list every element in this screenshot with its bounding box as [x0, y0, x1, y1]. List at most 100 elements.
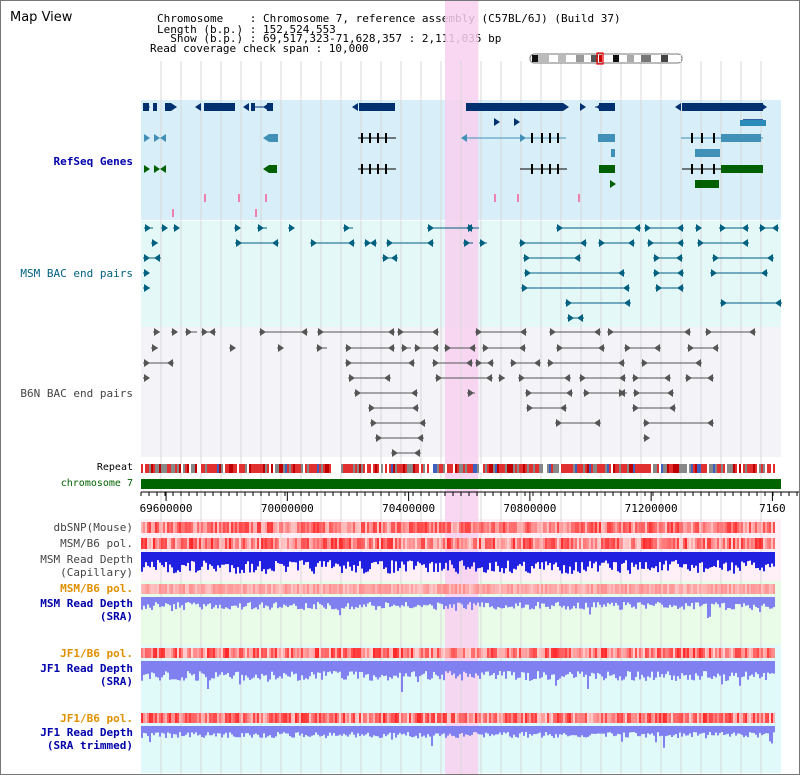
msm-b6-pol-heat-cell — [283, 538, 285, 549]
msm-bac-end-marker — [144, 284, 150, 292]
msm-b6-pol-heat-cell — [151, 538, 153, 549]
msm-b6-pol-sra-heat-cell — [511, 584, 513, 594]
track-label-msm-bac[interactable]: MSM BAC end pairs — [20, 267, 133, 280]
msm-b6-pol-heat-cell — [327, 538, 329, 549]
jf1-trim-depth-bar — [327, 726, 329, 736]
msm-capillary-depth-bar — [155, 552, 157, 570]
msm-capillary-depth-bar — [417, 552, 419, 562]
dbsnp-heat-cell — [213, 522, 215, 533]
repeat-segment — [709, 464, 711, 473]
jf1-b6-pol-heat-cell — [389, 648, 391, 658]
b6n-bac-end-marker — [445, 344, 451, 352]
msm-b6-pol-heat-cell — [687, 538, 689, 549]
jf1-trim-depth-bar — [657, 726, 659, 733]
jf1-b6-pol-trim-heat-cell — [697, 713, 699, 723]
msm-b6-pol-sra-heat-cell — [587, 584, 589, 594]
msm-b6-pol-sra-heat-cell — [679, 584, 681, 594]
repeat-segment — [323, 464, 325, 473]
dbsnp-heat-cell — [489, 522, 491, 533]
repeat-segment — [439, 464, 441, 473]
msm-b6-pol-sra-heat-cell — [595, 584, 597, 594]
jf1-b6-pol-heat-cell — [241, 648, 243, 658]
msm-b6-pol-heat-cell — [743, 538, 745, 549]
jf1-trim-depth-bar — [235, 726, 237, 738]
jf1-trim-depth-bar — [163, 726, 165, 734]
msm-capillary-depth-bar — [383, 552, 385, 569]
repeat-segment — [721, 464, 723, 473]
jf1-trim-depth-bar — [295, 726, 297, 733]
repeat-segment — [217, 464, 219, 473]
jf1-b6-pol-heat-cell — [441, 648, 443, 658]
repeat-segment — [277, 464, 279, 473]
msm-capillary-depth-bar — [649, 552, 651, 571]
jf1-trim-depth-bar — [687, 726, 689, 736]
msm-capillary-depth-bar — [483, 552, 485, 573]
msm-capillary-depth-bar — [161, 552, 163, 566]
msm-b6-pol-heat-cell — [205, 538, 207, 549]
jf1-sra-depth-bar — [403, 661, 405, 677]
msm-b6-pol-sra-heat-cell — [559, 584, 561, 594]
repeat-segment — [753, 464, 755, 473]
msm-capillary-depth-bar — [149, 552, 151, 568]
jf1-b6-pol-heat-cell — [407, 648, 409, 658]
msm-capillary-depth-bar — [771, 552, 773, 564]
msm-b6-pol-heat-cell — [699, 538, 701, 549]
msm-capillary-depth-bar — [213, 552, 215, 569]
jf1-b6-pol-heat-cell — [645, 648, 647, 658]
msm-b6-pol-sra-heat-cell — [615, 584, 617, 594]
jf1-b6-pol-trim-heat-cell — [673, 713, 675, 723]
msm-b6-pol-heat-cell — [285, 538, 287, 549]
msm-b6-pol-sra-heat-cell — [715, 584, 717, 594]
jf1-b6-pol-heat-cell — [721, 648, 723, 658]
msm-b6-pol-sra-heat-cell — [397, 584, 399, 594]
b6n-bac-end-marker — [560, 404, 566, 412]
msm-b6-pol-sra-heat-cell — [565, 584, 567, 594]
jf1-sra-depth-bar — [595, 661, 597, 679]
msm-capillary-depth-bar — [401, 552, 403, 562]
jf1-trim-depth-bar — [475, 726, 477, 733]
repeat-segment — [465, 464, 467, 473]
jf1-sra-depth-bar — [667, 661, 669, 672]
jf1-b6-pol-heat-cell — [649, 648, 651, 658]
jf1-trim-depth-bar — [257, 726, 259, 735]
jf1-sra-depth-bar — [427, 661, 429, 680]
dbsnp-heat-cell — [659, 522, 661, 533]
msm-capillary-depth-bar — [327, 552, 329, 563]
repeat-segment — [663, 464, 665, 473]
msm-b6-pol-heat-cell — [773, 538, 775, 549]
msm-sra-depth-bar — [337, 597, 339, 610]
repeat-segment — [229, 464, 231, 473]
jf1-b6-pol-trim-heat-cell — [743, 713, 745, 723]
jf1-b6-pol-heat-cell — [503, 648, 505, 658]
repeat-segment — [167, 464, 169, 473]
msm-b6-pol-heat-cell — [221, 538, 223, 549]
jf1-sra-depth-bar — [567, 661, 569, 675]
jf1-sra-depth-bar — [697, 661, 699, 676]
jf1-b6-pol-trim-heat-cell — [767, 713, 769, 723]
jf1-b6-pol-heat-cell — [291, 648, 293, 658]
jf1-b6-pol-trim-heat-cell — [435, 713, 437, 723]
jf1-b6-pol-heat-cell — [485, 648, 487, 658]
msm-b6-pol-sra-heat-cell — [491, 584, 493, 594]
msm-b6-pol-heat-cell — [201, 538, 203, 549]
jf1-b6-pol-heat-cell — [387, 648, 389, 658]
msm-capillary-depth-bar — [257, 552, 259, 567]
msm-sra-depth-bar — [439, 597, 441, 604]
dbsnp-heat-cell — [457, 522, 459, 533]
dbsnp-heat-cell — [737, 522, 739, 533]
repeat-segment — [611, 464, 613, 473]
jf1-b6-pol-heat-cell — [343, 648, 345, 658]
msm-sra-depth-bar — [223, 597, 225, 609]
jf1-b6-pol-heat-cell — [511, 648, 513, 658]
msm-sra-depth-bar — [593, 597, 595, 603]
msm-b6-pol-sra-heat-cell — [769, 584, 771, 594]
msm-b6-pol-heat-cell — [697, 538, 699, 549]
jf1-b6-pol-heat-cell — [769, 648, 771, 658]
track-label-refseq[interactable]: RefSeq Genes — [54, 155, 133, 168]
msm-b6-pol-sra-heat-cell — [167, 584, 169, 594]
jf1-b6-pol-heat-cell — [303, 648, 305, 658]
track-label-b6n-bac[interactable]: B6N BAC end pairs — [20, 387, 133, 400]
jf1-b6-pol-heat-cell — [507, 648, 509, 658]
dbsnp-heat-cell — [311, 522, 313, 533]
